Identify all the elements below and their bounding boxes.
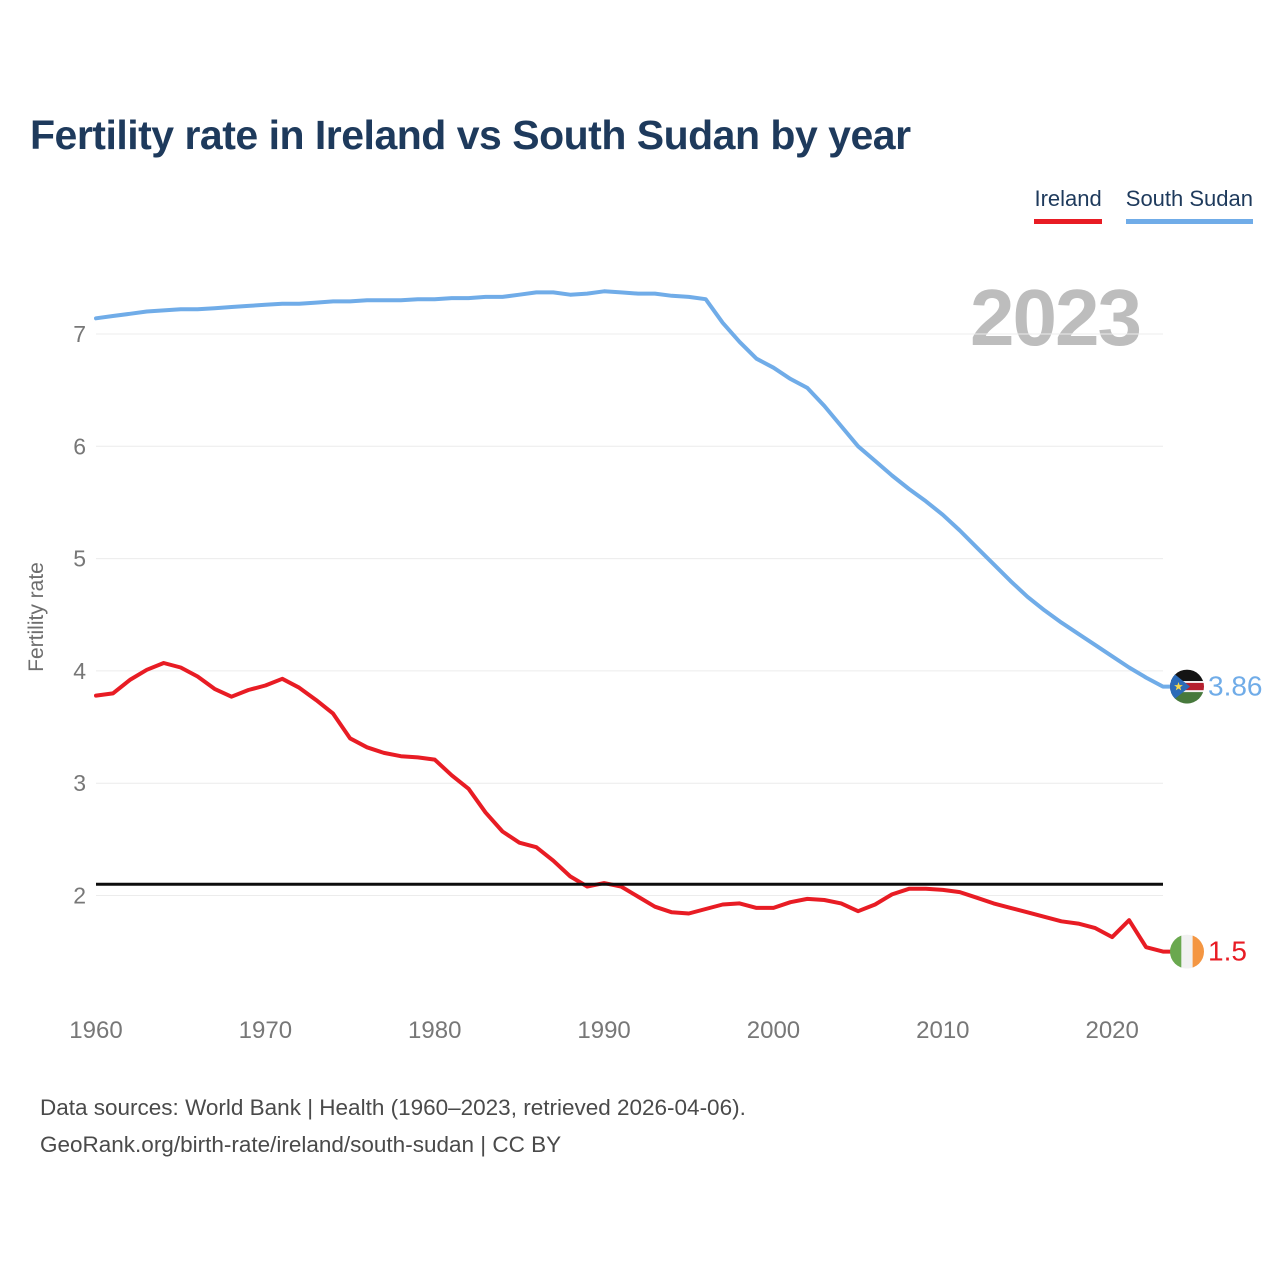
y-tick-label: 5 bbox=[73, 546, 86, 572]
y-tick-label: 6 bbox=[73, 433, 86, 459]
source-line-1: Data sources: World Bank | Health (1960–… bbox=[40, 1095, 746, 1120]
x-tick-label: 1980 bbox=[408, 1017, 461, 1044]
ireland-flag-icon bbox=[1170, 934, 1204, 969]
south-sudan-flag-icon bbox=[1170, 669, 1204, 704]
x-tick-label: 2010 bbox=[916, 1017, 969, 1044]
legend-label-ireland: Ireland bbox=[1034, 186, 1102, 211]
source-footer: Data sources: World Bank | Health (1960–… bbox=[40, 1089, 746, 1163]
legend-item-south-sudan[interactable]: South Sudan bbox=[1125, 186, 1253, 224]
end-value-label-south-sudan: 3.86 bbox=[1208, 671, 1263, 702]
y-tick-label: 7 bbox=[73, 321, 86, 347]
end-value-label-ireland: 1.5 bbox=[1208, 936, 1247, 967]
y-tick-label: 3 bbox=[73, 770, 86, 796]
y-tick-label: 2 bbox=[73, 883, 86, 909]
fertility-line-chart: Fertility rate 2 3 4 5 6 7 1960 1970 1980 1990 200… bbox=[25, 289, 1263, 1044]
source-line-2: GeoRank.org/birth-rate/ireland/south-sud… bbox=[40, 1132, 562, 1157]
x-tick-label: 2020 bbox=[1085, 1017, 1138, 1044]
line-south-sudan bbox=[94, 289, 1172, 689]
chart-title: Fertility rate in Ireland vs South Sudan… bbox=[30, 112, 911, 158]
x-tick-label: 1960 bbox=[69, 1017, 122, 1044]
x-tick-label: 1970 bbox=[239, 1017, 292, 1044]
y-axis-title: Fertility rate bbox=[25, 562, 48, 672]
year-watermark: 2023 bbox=[970, 273, 1142, 362]
x-tick-label: 1990 bbox=[577, 1017, 630, 1044]
x-tick-label: 2000 bbox=[747, 1017, 800, 1044]
legend-label-south-sudan: South Sudan bbox=[1125, 186, 1253, 211]
legend-item-ireland[interactable]: Ireland bbox=[1034, 186, 1102, 224]
legend: Ireland South Sudan bbox=[1034, 186, 1253, 224]
line-ireland bbox=[94, 661, 1172, 954]
y-tick-label: 4 bbox=[73, 658, 86, 684]
